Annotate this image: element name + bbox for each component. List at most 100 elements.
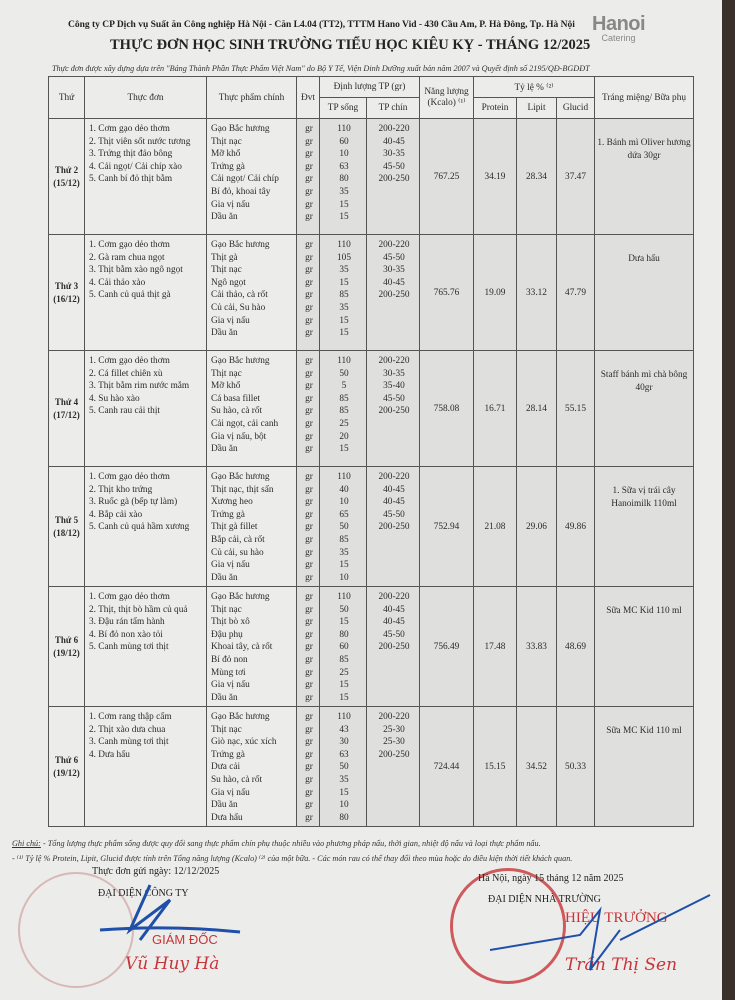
source-note: Thực đơn được xây dựng dựa trên "Bảng Th… [52,64,590,73]
ingredient-cell: Gạo Bắc hương Thịt nạc Mỡ khổ Trứng gà Cải n… [206,118,297,235]
ingredient-item: Gia vị nấu [211,787,250,798]
unit-item: gr [305,161,313,172]
day-row: Thứ 3 (16/12) 1. Cơm gạo dẻo thơm 2. Gà ram… [48,234,695,351]
raw-amount: 25 [339,418,349,429]
menu-item: 5. Canh mùng tơi thịt [89,642,169,653]
menu-item: 5. Canh bí đỏ thịt bằm [89,174,173,185]
header-dessert: Tráng miệng/ Bữa phụ [594,76,695,119]
raw-amount: 15 [339,444,349,455]
unit-item: gr [305,290,313,301]
ingredient-item: Ngô ngọt [211,277,246,288]
raw-amount: 10 [339,149,349,160]
cooked-amount: 25-30 [383,724,405,735]
unit-item: gr [305,368,313,379]
ingredient-item: Gạo Bắc hương [211,124,270,134]
unit-item: gr [305,302,313,313]
ingredient-item: Dưa cải [211,762,241,773]
menu-table: Thứ Thực đơn Thực phẩm chính Đvt Định lư… [48,76,695,827]
raw-amount: 80 [339,812,349,823]
raw-cell: 110 50 15 80 60 85 25 15 15 [319,586,367,707]
unit-item: gr [305,534,313,545]
menu-item: 1. Cơm gạo dẻo thơm [89,472,170,482]
raw-amount: 60 [339,642,349,653]
unit-item: gr [305,252,313,263]
cooked-cell: 200-220 45-50 30-35 40-45 200-250 [366,234,420,351]
dessert-value: 1. Sữa vị trái cây Hanoimilk 110ml [594,466,695,587]
unit-item: gr [305,497,313,508]
raw-amount: 60 [339,136,349,147]
ingredient-item: Thịt nạc [211,604,242,615]
ingredient-item: Su hào, cà rốt [211,406,263,417]
unit-item: gr [305,186,313,197]
menu-item: 4. Cải ngọt/ Cải chíp xào [89,161,182,172]
day-label: Thứ 2 [54,164,79,175]
raw-amount: 15 [339,617,349,628]
menu-item: 3. Ruốc gà (bếp tự làm) [89,497,178,508]
menu-item: 4. Cải thảo xào [89,277,146,288]
unit-item: gr [305,315,313,326]
day-date: (17/12) [53,409,80,420]
raw-amount: 15 [339,560,349,571]
cooked-amount: 30-35 [383,265,405,276]
cooked-amount: 40-45 [383,497,405,508]
header-protein: Protein [473,97,517,119]
cooked-amount: 40-45 [383,604,405,615]
raw-amount: 35 [339,265,349,276]
header-menu: Thực đơn [84,76,207,119]
cooked-amount: 40-45 [383,136,405,147]
day-label: Thứ 4 [54,396,79,407]
ingredient-item: Gạo Bắc hương [211,472,270,482]
protein-value: 21.08 [473,466,517,587]
unit-item: gr [305,800,313,811]
cooked-amount: 40-45 [383,617,405,628]
cooked-cell: 200-220 40-45 40-45 45-50 200-250 [366,466,420,587]
company-signer-name: Vũ Huy Hà [125,954,220,974]
company-signature [99,884,241,941]
header-ingredient: Thực phẩm chính [206,76,297,119]
cooked-cell: 200-220 40-45 30-35 45-50 200-250 [366,118,420,235]
unit-item: gr [305,572,313,583]
unit-item: gr [305,174,313,185]
raw-amount: 50 [339,604,349,615]
note-line-2: - ⁽¹⁾ Tỷ lệ % Protein, Lipit, Glucid đượ… [12,854,573,863]
day-cell: Thứ 2 (15/12) [48,118,85,235]
dessert-value: Staff bánh mì chà bông 40gr [594,350,695,467]
day-row: Thứ 2 (15/12) 1. Cơm gạo dẻo thơm 2. Thịt v… [48,118,695,235]
menu-cell: 1. Cơm gạo dẻo thơm 2. Thịt, thịt bò hầm … [84,586,207,707]
ingredient-item: Dầu ăn [211,444,238,455]
glucid-value: 55.15 [555,350,596,467]
ingredient-item: Dưa hấu [211,812,243,823]
raw-amount: 110 [337,472,351,482]
notes: Ghi chú: - Tổng lượng thực phẩm sống đượ… [12,836,572,866]
protein-value: 19.09 [473,234,517,351]
header-ratio: Tỷ lệ % ⁽²⁾ [472,76,596,98]
raw-amount: 5 [341,381,347,392]
raw-amount: 15 [339,315,349,326]
menu-item: 2. Cá fillet chiên xù [89,368,163,379]
day-row: Thứ 5 (18/12) 1. Cơm gạo dẻo thơm 2. Thịt k… [48,466,695,587]
cooked-amount: 200-220 [378,472,410,482]
ingredient-item: Mỡ khổ [211,149,241,160]
ingredient-cell: Gạo Bắc hương Thịt nạc Thịt bò xô Đậu phụ Kh… [206,586,297,707]
day-label: Thứ 6 [54,754,79,765]
school-signer-name: Trần Thị Sen [565,955,678,975]
raw-amount: 30 [339,737,349,748]
raw-amount: 80 [339,629,349,640]
cooked-amount: 35-40 [383,381,405,392]
unit-item: gr [305,762,313,773]
energy-value: 765.76 [419,234,474,351]
raw-cell: 110 40 10 65 50 85 35 15 10 [319,466,367,587]
raw-cell: 110 50 5 85 85 25 20 15 [319,350,367,467]
ingredient-item: Cải thảo, cà rốt [211,290,268,301]
ingredient-item: Gia vị nấu [211,199,250,210]
cooked-amount: 45-50 [383,629,405,640]
unit-item: gr [305,547,313,558]
cooked-amount: 200-220 [378,592,410,602]
raw-amount: 35 [339,186,349,197]
lipid-value: 29.06 [516,466,557,587]
menu-item: 5. Canh củ quả thịt gà [89,290,171,301]
unit-item: gr [305,406,313,417]
ingredient-item: Dầu ăn [211,328,238,339]
place-date: Hà Nội, ngày 15 tháng 12 năm 2025 [478,873,624,884]
ingredient-item: Gia vị nấu [211,560,250,571]
